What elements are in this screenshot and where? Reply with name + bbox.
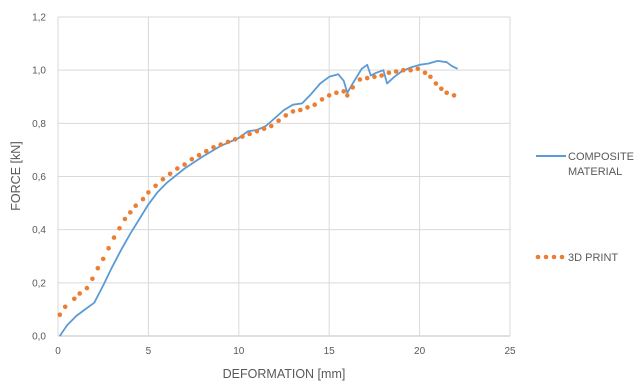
x-tick-label: 0 [55, 346, 61, 357]
data-point-3d-print [319, 97, 325, 102]
data-point-3d-print [211, 145, 216, 150]
legend-label-composite-line2: MATERIAL [568, 166, 622, 178]
data-point-3d-print [433, 81, 439, 86]
series-line-composite-material [59, 60, 458, 337]
data-point-3d-print [100, 256, 106, 262]
data-point-3d-print [350, 85, 356, 90]
data-point-3d-print [254, 129, 260, 134]
data-point-3d-print [160, 176, 166, 182]
data-point-3d-print [122, 216, 128, 222]
data-point-3d-print [345, 93, 350, 98]
data-point-3d-print [167, 171, 173, 177]
data-point-3d-print [240, 134, 245, 139]
data-point-3d-print [225, 139, 231, 145]
data-point-3d-print [298, 107, 303, 113]
series-composite-material [59, 60, 458, 337]
data-point-3d-print [182, 162, 187, 167]
data-point-3d-print [247, 131, 252, 137]
y-axis-title: FORCE [kN] [9, 141, 23, 210]
x-tick-label: 20 [414, 346, 426, 357]
y-axis-tick-labels: 0,0 0,2 0,4 0,6 0,8 1,0 1,2 [32, 13, 46, 343]
data-point-3d-print [408, 67, 413, 73]
x-axis-tick-labels: 0 5 10 15 20 25 [55, 346, 516, 357]
data-point-3d-print [415, 66, 421, 72]
data-point-3d-print [62, 304, 68, 310]
data-point-3d-print [111, 235, 117, 240]
data-point-3d-print [379, 73, 384, 78]
data-point-3d-print [305, 105, 310, 110]
data-point-3d-print [439, 86, 444, 92]
data-point-3d-print [428, 74, 433, 80]
data-point-3d-print [153, 183, 158, 189]
y-tick-label: 0,0 [32, 332, 46, 343]
data-point-3d-print [95, 265, 101, 271]
gridlines [57, 16, 511, 337]
data-point-3d-print [372, 74, 377, 80]
data-point-3d-print [77, 291, 82, 296]
data-point-3d-print [357, 77, 363, 82]
legend-dot [535, 254, 541, 260]
x-tick-label: 15 [324, 346, 336, 357]
data-point-3d-print [290, 109, 296, 114]
data-point-3d-print [261, 126, 267, 131]
y-tick-label: 0,8 [32, 119, 46, 130]
data-point-3d-print [106, 246, 111, 251]
y-tick-label: 0,2 [32, 278, 46, 289]
data-point-3d-print [393, 69, 399, 74]
data-point-3d-print [117, 226, 122, 231]
legend-dot [559, 254, 565, 260]
legend: COMPOSITE MATERIAL 3D PRINT [535, 151, 634, 264]
data-point-3d-print [72, 296, 77, 302]
data-point-3d-print [269, 123, 274, 129]
data-point-3d-print [146, 190, 151, 195]
legend-label-composite-line1: COMPOSITE [568, 151, 634, 163]
data-point-3d-print [128, 210, 133, 215]
data-point-3d-print [283, 113, 289, 118]
data-point-3d-print [422, 70, 428, 76]
y-tick-label: 0,6 [32, 172, 46, 183]
legend-dot [551, 254, 557, 260]
y-tick-label: 1,0 [32, 66, 46, 77]
data-point-3d-print [133, 203, 138, 208]
data-point-3d-print [364, 75, 370, 81]
x-tick-label: 5 [146, 346, 152, 357]
data-point-3d-print [386, 70, 392, 76]
x-axis-title: DEFORMATION [mm] [223, 367, 346, 381]
y-tick-label: 0,4 [32, 225, 46, 236]
data-point-3d-print [90, 276, 95, 282]
x-tick-label: 10 [233, 346, 245, 357]
data-point-3d-print [451, 93, 457, 98]
data-point-3d-print [444, 90, 450, 96]
data-point-3d-print [189, 156, 195, 162]
data-point-3d-print [57, 312, 63, 318]
data-point-3d-print [312, 102, 318, 107]
series-layer [57, 60, 458, 337]
legend-label-3d-print: 3D PRINT [568, 252, 618, 264]
data-point-3d-print [84, 285, 90, 291]
legend-swatch-3d-print [535, 254, 565, 260]
data-point-3d-print [341, 89, 347, 94]
data-point-3d-print [401, 67, 406, 73]
data-point-3d-print [334, 90, 339, 96]
data-point-3d-print [196, 152, 202, 158]
data-point-3d-print [276, 118, 281, 123]
data-point-3d-print [204, 148, 209, 154]
y-tick-label: 1,2 [32, 13, 46, 24]
data-point-3d-print [232, 137, 238, 142]
data-point-3d-print [326, 93, 332, 98]
data-point-3d-print [175, 166, 180, 171]
x-tick-label: 25 [504, 346, 516, 357]
series-3d-print [57, 66, 457, 318]
data-point-3d-print [218, 142, 223, 147]
data-point-3d-print [140, 196, 146, 202]
legend-dot [543, 254, 549, 260]
